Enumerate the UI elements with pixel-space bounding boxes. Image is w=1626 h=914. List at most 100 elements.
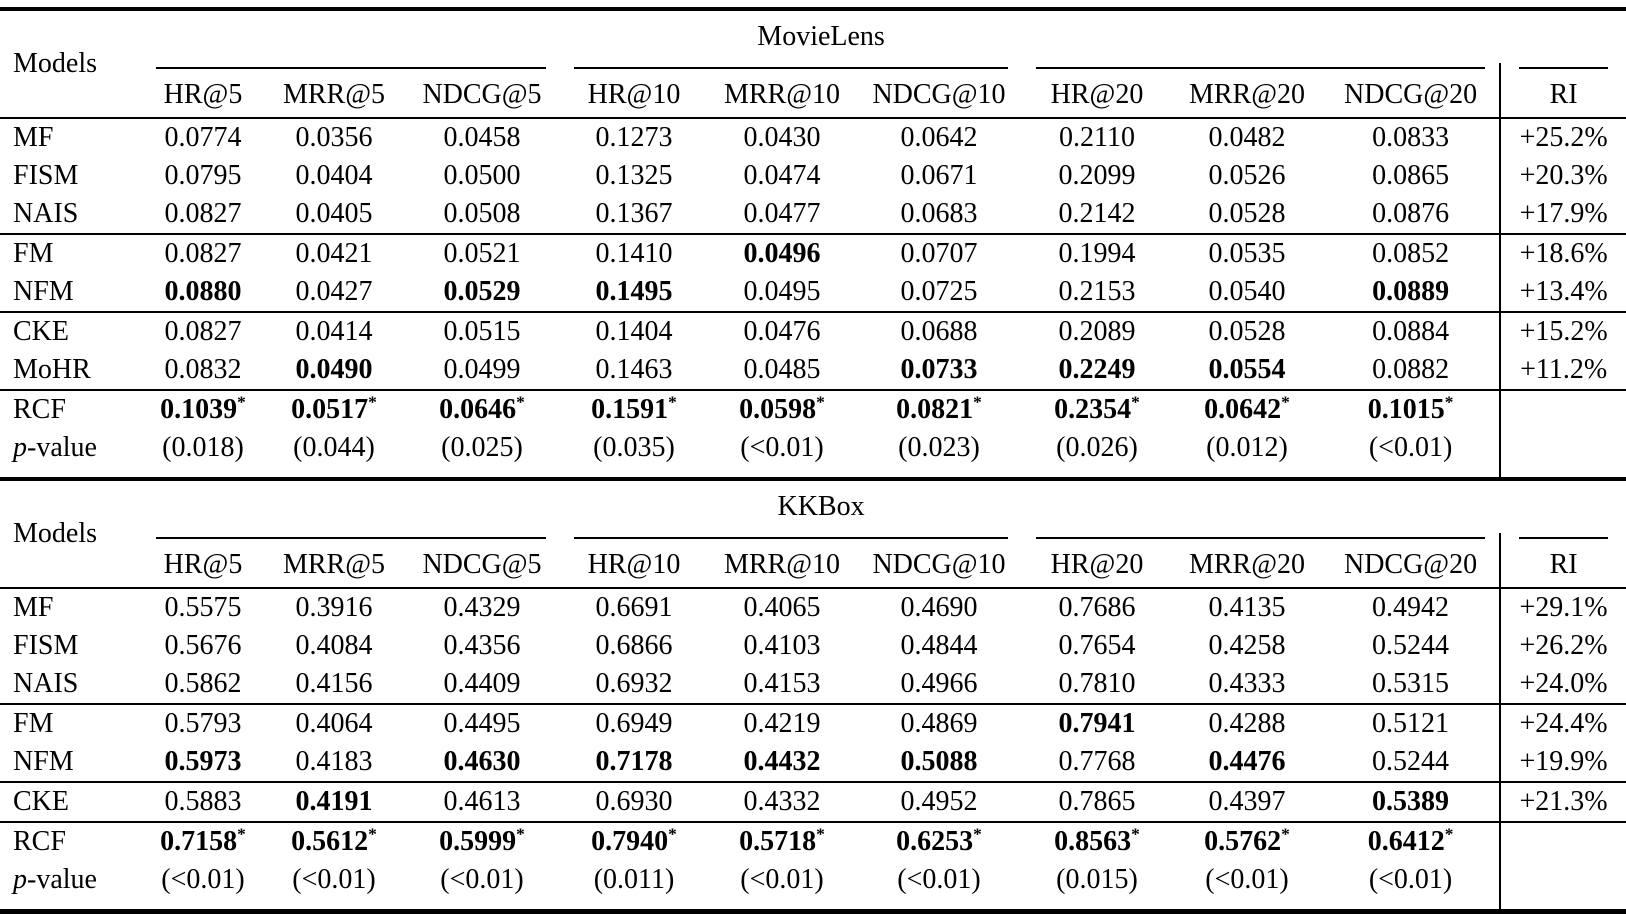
cmidrule-at10 xyxy=(560,533,1022,543)
cmidrule-ri xyxy=(1500,533,1626,543)
metric-value-cell: 0.2354* xyxy=(1054,392,1140,425)
rule-line xyxy=(156,67,546,69)
table-row: NAIS 0.5862 0.4156 0.4409 0.6932 0.4153 0.4966… xyxy=(0,665,1626,705)
metric-value-cell: (0.035) xyxy=(593,432,675,463)
metric-value-cell: 0.5575 xyxy=(164,592,242,623)
significance-star: * xyxy=(1444,824,1454,844)
col-header: NDCG@5 xyxy=(404,543,560,589)
metric-value-cell: 0.4356 xyxy=(443,630,521,661)
metric-value-cell: 0.0733 xyxy=(856,351,1022,391)
metric-value-cell: 0.4844 xyxy=(900,630,978,661)
metric-value-cell: 0.0405 xyxy=(264,195,404,235)
metric-value-cell: 0.0852 xyxy=(1322,234,1502,273)
metric-value-cell: 0.5862 xyxy=(142,665,264,705)
metric-value-cell: 0.1994 xyxy=(1058,238,1136,269)
metric-value-cell: 0.7686 xyxy=(1058,592,1136,623)
table-header: Models MovieLens HR@5 MRR@5 NDCG@5 HR@10… xyxy=(0,9,1626,119)
metric-value-cell: 0.0832 xyxy=(142,351,264,391)
metric-value-cell: 0.5718* xyxy=(739,824,825,857)
model-label: RCF xyxy=(13,826,66,857)
metric-value-cell: 0.0725 xyxy=(856,273,1022,313)
metric-value-cell: 0.4630 xyxy=(404,743,560,783)
metric-value-cell: 0.0884 xyxy=(1322,312,1502,351)
significance-star: * xyxy=(368,824,377,844)
model-label: MoHR xyxy=(0,351,142,391)
metric-value-cell: 0.4613 xyxy=(404,782,560,823)
metric-value-cell: 0.4495 xyxy=(443,708,521,739)
table-row: FISM 0.0795 0.0404 0.0500 0.1325 0.0474 0.0671… xyxy=(0,157,1626,195)
metric-value-cell: 0.1325 xyxy=(595,160,673,191)
metric-value-cell: 0.7941 xyxy=(1058,708,1136,739)
metric-value-cell: 0.4333 xyxy=(1172,665,1322,705)
metric-value-cell: 0.1591* xyxy=(591,392,677,425)
table-row: CKE 0.0827 0.0414 0.0515 0.1404 0.0476 0.0688 0… xyxy=(0,312,1626,351)
metric-value-cell: 0.5999* xyxy=(439,824,525,857)
rule-line xyxy=(1519,537,1609,539)
metric-value-cell: 0.0529 xyxy=(404,273,560,313)
significance-star: * xyxy=(516,392,525,412)
ri-value-cell xyxy=(1500,429,1626,479)
metric-value-cell: (<0.01) xyxy=(440,864,524,895)
cmidrule-at5 xyxy=(142,533,560,543)
significance-star: * xyxy=(816,392,825,412)
metric-value-cell: 0.7940* xyxy=(591,824,677,857)
metric-value-cell: 0.0477 xyxy=(708,195,856,235)
results-table-movielens: Models MovieLens HR@5 MRR@5 NDCG@5 HR@10… xyxy=(0,7,1626,481)
metric-value-cell: 0.2249 xyxy=(1022,351,1172,391)
metric-value-cell: 0.0880 xyxy=(142,273,264,313)
metric-value-cell: 0.4183 xyxy=(264,743,404,783)
significance-star: * xyxy=(668,392,677,412)
metric-value-cell: 0.0485 xyxy=(708,351,856,391)
cmidrule-at10 xyxy=(560,63,1022,73)
metric-value-cell: 0.2110 xyxy=(1059,122,1135,153)
metric-value-cell: 0.1404 xyxy=(595,316,673,347)
metric-value-cell: 0.6932 xyxy=(560,665,708,705)
col-header: HR@10 xyxy=(560,73,708,119)
col-header: NDCG@20 xyxy=(1322,73,1502,119)
metric-value-cell: (<0.01) xyxy=(897,864,981,895)
cmidrule-at20 xyxy=(1022,533,1502,543)
metric-value-cell: 0.5315 xyxy=(1322,665,1502,705)
significance-star: * xyxy=(237,392,246,412)
dataset-header-row: Models KKBox xyxy=(0,481,1626,589)
model-label: CKE xyxy=(0,782,142,823)
metric-value-cell: (<0.01) xyxy=(161,864,245,895)
metric-value-cell: 0.5121 xyxy=(1322,704,1502,743)
ri-value-cell: +21.3% xyxy=(1500,782,1626,823)
metric-value-cell: 0.4153 xyxy=(708,665,856,705)
metric-value-cell: (<0.01) xyxy=(740,864,824,895)
ri-value-cell: +25.2% xyxy=(1519,122,1608,153)
metric-value-cell: 0.0521 xyxy=(443,238,521,269)
metric-value-cell: 0.4103 xyxy=(743,630,821,661)
dataset-header-row: Models MovieLens xyxy=(0,9,1626,119)
dataset-title: MovieLens xyxy=(757,21,885,52)
metric-value-cell: 0.0865 xyxy=(1322,157,1502,195)
metric-value-cell: 0.4409 xyxy=(404,665,560,705)
metric-value-cell: (<0.01) xyxy=(1322,861,1502,912)
metric-value-cell: 0.0827 xyxy=(142,195,264,235)
metric-value-cell: 0.4952 xyxy=(856,782,1022,823)
table-row: NFM 0.0880 0.0427 0.0529 0.1495 0.0495 0.0725 0… xyxy=(0,273,1626,313)
col-header: HR@10 xyxy=(560,543,708,589)
significance-star: * xyxy=(973,392,982,412)
metric-value-cell: 0.5244 xyxy=(1322,627,1502,665)
metric-value-cell: 0.2089 xyxy=(1058,316,1136,347)
rule-line xyxy=(1519,67,1609,69)
metric-value-cell: 0.0642* xyxy=(1204,392,1290,425)
metric-value-cell: 0.7158* xyxy=(160,824,246,857)
model-label: MF xyxy=(13,592,54,623)
metric-value-cell: 0.4966 xyxy=(856,665,1022,705)
model-label: RCF xyxy=(13,394,66,425)
metric-value-cell: 0.5793 xyxy=(164,708,242,739)
metric-value-cell: 0.0499 xyxy=(404,351,560,391)
metric-value-cell: 0.5676 xyxy=(164,630,242,661)
col-header: MRR@5 xyxy=(264,543,404,589)
table-row: NAIS 0.0827 0.0405 0.0508 0.1367 0.0477 0.0683… xyxy=(0,195,1626,235)
rule-line xyxy=(574,537,1008,539)
metric-value-cell: 0.4869 xyxy=(900,708,978,739)
metric-value-cell: 0.0646* xyxy=(439,392,525,425)
metric-value-cell: 0.4329 xyxy=(443,592,521,623)
model-label: NFM xyxy=(0,743,142,783)
metric-value-cell: 0.0827 xyxy=(164,238,242,269)
col-header: NDCG@20 xyxy=(1322,543,1502,589)
